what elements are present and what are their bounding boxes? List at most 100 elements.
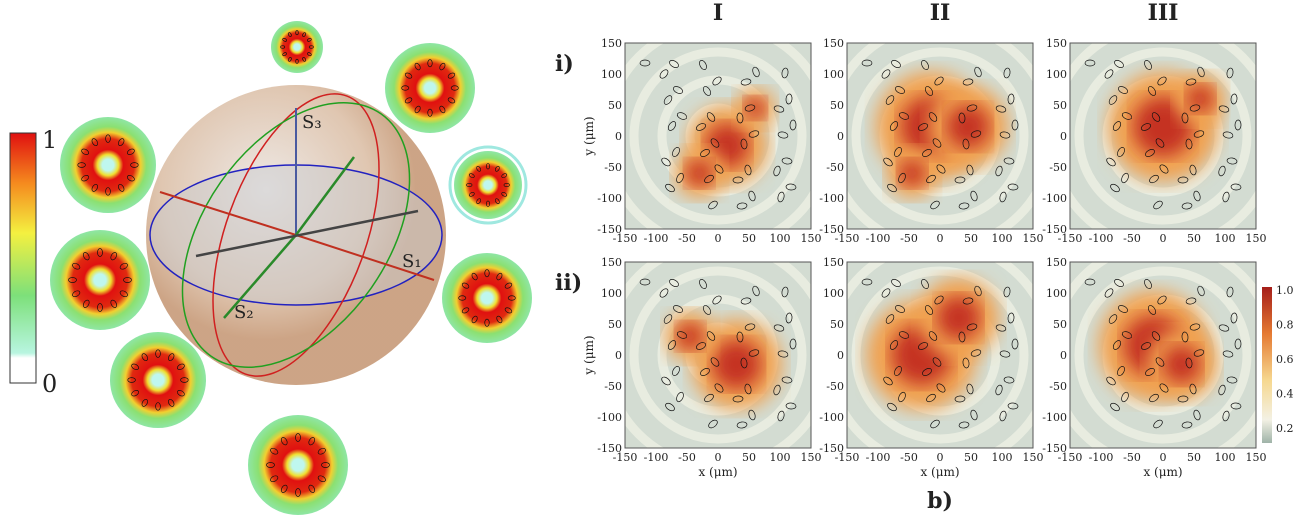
beam-profile	[271, 21, 323, 73]
x-tick-label: 150	[1246, 451, 1267, 464]
intensity	[946, 105, 990, 149]
x-tick-label: 50	[1187, 232, 1201, 245]
beam-profile	[454, 151, 522, 219]
y-tick-label: 150	[823, 256, 844, 269]
subplot	[606, 24, 830, 248]
y-tick-label: -100	[819, 411, 844, 424]
subplot	[828, 243, 1052, 467]
colorbar	[1262, 287, 1272, 443]
y-tick-label: 50	[608, 99, 622, 112]
x-tick-label: 100	[992, 451, 1013, 464]
colorbar-min: 0	[42, 370, 57, 398]
colorbar-tick-label: 1.0	[1276, 284, 1294, 297]
y-axis-label: y (μm)	[582, 116, 596, 156]
beam-profile	[248, 415, 348, 515]
x-tick-label: 100	[770, 232, 791, 245]
row-label: ii)	[555, 270, 582, 296]
y-tick-label: -50	[826, 380, 844, 393]
x-tick-label: 50	[964, 451, 978, 464]
x-tick-label: -100	[1089, 232, 1114, 245]
x-tick-label: -50	[900, 232, 918, 245]
y-tick-label: 150	[823, 37, 844, 50]
x-tick-label: 0	[937, 232, 944, 245]
x-tick-label: 50	[742, 232, 756, 245]
intensity	[937, 296, 981, 340]
intensity	[676, 323, 704, 351]
x-tick-label: 50	[1187, 451, 1201, 464]
x-axis-label: x (μm)	[1143, 465, 1182, 479]
y-tick-label: 0	[1060, 130, 1067, 143]
beam-profile	[385, 43, 475, 133]
x-tick-label: -100	[644, 451, 669, 464]
figure: 1 0 S₃ S₁ S₂ a) b) -150-150-100-100-50-5…	[0, 0, 1301, 518]
y-tick-label: 0	[615, 130, 622, 143]
y-tick-label: -150	[819, 442, 844, 455]
x-tick-label: -50	[678, 451, 696, 464]
y-tick-label: -100	[597, 192, 622, 205]
y-tick-label: -50	[1049, 161, 1067, 174]
panel-label: b)	[927, 488, 953, 514]
x-tick-label: 100	[992, 232, 1013, 245]
x-tick-label: 100	[770, 451, 791, 464]
figure-svg: 1 0 S₃ S₁ S₂ a) b) -150-150-100-100-50-5…	[0, 0, 1301, 518]
intensity	[1186, 85, 1214, 113]
column-header: I	[713, 0, 723, 26]
y-tick-label: 100	[601, 287, 622, 300]
y-tick-label: 50	[1053, 99, 1067, 112]
y-tick-label: -100	[597, 411, 622, 424]
x-tick-label: -100	[644, 232, 669, 245]
y-tick-label: -50	[1049, 380, 1067, 393]
x-tick-label: -100	[866, 451, 891, 464]
x-tick-label: 0	[1160, 232, 1167, 245]
x-axis-label: x (μm)	[920, 465, 959, 479]
x-tick-label: 50	[964, 232, 978, 245]
x-tick-label: 100	[1215, 232, 1236, 245]
column-header: III	[1148, 0, 1179, 26]
x-tick-label: 50	[742, 451, 756, 464]
y-tick-label: 150	[601, 37, 622, 50]
y-tick-label: 100	[601, 68, 622, 81]
beam-profile	[110, 332, 206, 428]
y-tick-label: 50	[830, 318, 844, 331]
axis-label: S₁	[402, 251, 422, 272]
beam-profile	[60, 117, 156, 213]
colorbar	[10, 133, 36, 383]
colorbar-tick-label: 0.8	[1276, 319, 1294, 332]
y-tick-label: 0	[837, 130, 844, 143]
axis-label: S₃	[302, 112, 322, 133]
beam-profile	[442, 253, 532, 343]
colorbar-tick-label: 0.4	[1276, 388, 1294, 401]
y-tick-label: 0	[615, 349, 622, 362]
subplot	[828, 24, 1052, 248]
x-axis-label: x (μm)	[698, 465, 737, 479]
y-tick-label: 150	[1046, 256, 1067, 269]
y-tick-label: 100	[1046, 287, 1067, 300]
y-tick-label: 100	[823, 68, 844, 81]
y-tick-label: -150	[597, 442, 622, 455]
intensity	[1162, 345, 1201, 384]
column-header: II	[930, 0, 951, 26]
y-tick-label: 50	[1053, 318, 1067, 331]
x-tick-label: -50	[900, 451, 918, 464]
y-tick-label: 100	[823, 287, 844, 300]
x-tick-label: 0	[715, 451, 722, 464]
y-tick-label: -100	[1042, 411, 1067, 424]
x-tick-label: -100	[866, 232, 891, 245]
y-axis-label: y (μm)	[582, 335, 596, 375]
x-tick-label: 100	[1215, 451, 1236, 464]
y-tick-label: 150	[601, 256, 622, 269]
x-tick-label: 0	[937, 451, 944, 464]
x-tick-label: 150	[1246, 232, 1267, 245]
subplot	[606, 243, 830, 467]
colorbar-tick-label: 0.6	[1276, 353, 1294, 366]
y-tick-label: 0	[837, 349, 844, 362]
x-tick-label: 0	[715, 232, 722, 245]
x-tick-label: 150	[1023, 232, 1044, 245]
y-tick-label: 150	[1046, 37, 1067, 50]
x-tick-label: 0	[1160, 451, 1167, 464]
x-tick-label: 150	[1023, 451, 1044, 464]
beam-profile	[50, 230, 150, 330]
x-tick-label: -50	[1123, 451, 1141, 464]
subplot	[1051, 24, 1275, 248]
axis-label: S₂	[234, 302, 254, 323]
